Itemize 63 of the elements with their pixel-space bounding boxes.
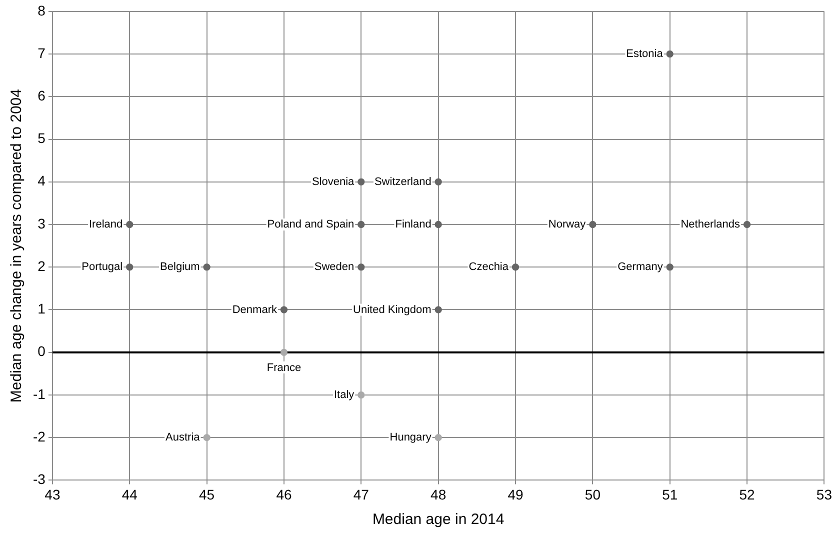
- point: [434, 178, 442, 186]
- x-tick-label: 46: [276, 486, 292, 502]
- annotation: United Kingdom: [353, 304, 432, 316]
- y-axis-title: Median age change in years compared to 2004: [8, 89, 26, 403]
- annotation: Italy: [334, 388, 355, 401]
- point: [434, 434, 442, 442]
- annotation: Germany: [618, 261, 664, 274]
- point: [126, 220, 134, 228]
- point: [666, 264, 674, 271]
- y-tick-label: 6: [38, 87, 46, 104]
- y-tick-label: 2: [38, 258, 46, 274]
- x-tick-label: 48: [430, 486, 446, 502]
- x-tick-label: 51: [662, 486, 678, 502]
- point: [358, 264, 365, 271]
- annotation: Czechia: [468, 261, 510, 274]
- y-tick-label: 1: [38, 300, 46, 317]
- annotation: Austria: [166, 432, 201, 444]
- point: [666, 50, 674, 58]
- point: [434, 306, 442, 314]
- point: [358, 220, 365, 228]
- y-tick-label: -2: [32, 428, 46, 444]
- x-tick-label: 44: [122, 486, 138, 502]
- annotation: Finland: [395, 218, 432, 231]
- y-tick-label: 0: [38, 343, 46, 360]
- point: [203, 434, 210, 442]
- annotation: Norway: [548, 218, 586, 231]
- x-tick-label: 45: [199, 486, 215, 502]
- annotation: Belgium: [160, 261, 200, 274]
- point: [358, 391, 365, 398]
- y-tick-label: -1: [32, 386, 46, 402]
- y-tick-label: 5: [38, 130, 46, 146]
- annotation: Slovenia: [312, 176, 356, 188]
- point: [512, 264, 520, 271]
- x-tick-label: 43: [44, 486, 60, 502]
- point: [358, 178, 365, 186]
- point: [280, 348, 288, 356]
- annotation: Poland and Spain: [267, 218, 354, 231]
- annotation: Netherlands: [680, 218, 741, 231]
- annotation: Switzerland: [374, 176, 432, 188]
- x-tick-label: 52: [739, 486, 756, 502]
- y-tick-label: 4: [38, 172, 46, 189]
- annotation: Ireland: [88, 218, 123, 231]
- point: [203, 264, 210, 271]
- y-tick-label: 8: [38, 2, 46, 18]
- annotation: Portugal: [82, 261, 123, 274]
- y-tick-label: -3: [32, 471, 46, 488]
- annotation: France: [266, 362, 302, 374]
- x-tick-label: 50: [584, 486, 601, 502]
- annotation: Estonia: [626, 48, 664, 60]
- y-tick-label: 7: [38, 44, 46, 61]
- x-axis-title: Median age in 2014: [372, 511, 504, 528]
- x-tick-label: 53: [816, 486, 832, 502]
- point: [280, 306, 288, 314]
- point: [126, 264, 134, 271]
- annotation: Denmark: [232, 304, 278, 316]
- y-tick-label: 3: [38, 215, 46, 232]
- point: [744, 220, 751, 228]
- annotation: Sweden: [314, 261, 354, 274]
- point: [589, 220, 596, 228]
- annotation: Hungary: [390, 432, 432, 444]
- x-tick-label: 47: [353, 486, 370, 502]
- point: [434, 220, 442, 228]
- x-tick-label: 49: [508, 486, 524, 502]
